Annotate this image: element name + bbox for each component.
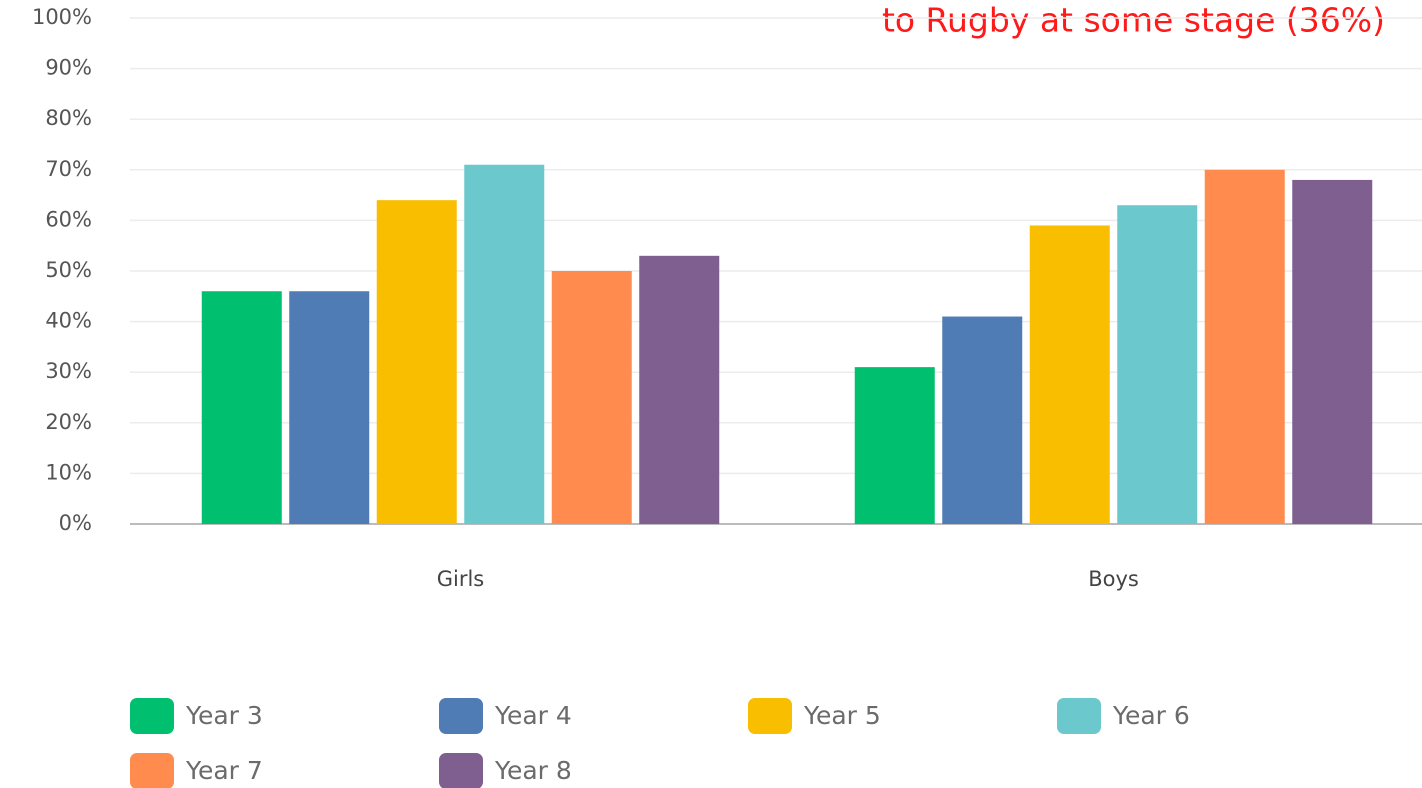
bar bbox=[289, 291, 370, 524]
legend-label: Year 4 bbox=[494, 701, 572, 730]
bar bbox=[1029, 225, 1110, 524]
bar bbox=[942, 316, 1023, 524]
bar bbox=[1292, 179, 1373, 525]
bar bbox=[639, 255, 720, 524]
y-tick-label: 80% bbox=[45, 106, 92, 130]
y-tick-label: 0% bbox=[59, 511, 92, 535]
legend-swatch bbox=[1057, 698, 1101, 734]
y-tick-label: 60% bbox=[45, 207, 92, 231]
legend-label: Year 5 bbox=[803, 701, 881, 730]
bar bbox=[551, 271, 632, 524]
bar bbox=[201, 291, 282, 524]
y-tick-label: 10% bbox=[45, 460, 92, 484]
y-tick-label: 30% bbox=[45, 359, 92, 383]
legend-label: Year 3 bbox=[185, 701, 263, 730]
bar bbox=[464, 164, 545, 525]
legend-swatch bbox=[439, 753, 483, 788]
legend-label: Year 7 bbox=[185, 756, 263, 785]
y-tick-label: 20% bbox=[45, 410, 92, 434]
y-tick-label: 70% bbox=[45, 157, 92, 181]
bar bbox=[1117, 205, 1198, 524]
bar bbox=[854, 367, 935, 524]
y-tick-label: 50% bbox=[45, 258, 92, 282]
legend-swatch bbox=[748, 698, 792, 734]
x-tick-label: Girls bbox=[437, 567, 485, 591]
legend-swatch bbox=[130, 698, 174, 734]
y-tick-label: 40% bbox=[45, 309, 92, 333]
annotation: to Rugby at some stage (36%) bbox=[882, 1, 1385, 40]
bar bbox=[376, 200, 457, 524]
bar bbox=[1204, 169, 1285, 525]
legend-swatch bbox=[439, 698, 483, 734]
legend-label: Year 8 bbox=[494, 756, 572, 785]
y-tick-label: 90% bbox=[45, 56, 92, 80]
legend-swatch bbox=[130, 753, 174, 788]
legend-label: Year 6 bbox=[1112, 701, 1190, 730]
y-tick-label: 100% bbox=[32, 5, 92, 29]
x-tick-label: Boys bbox=[1088, 567, 1139, 591]
